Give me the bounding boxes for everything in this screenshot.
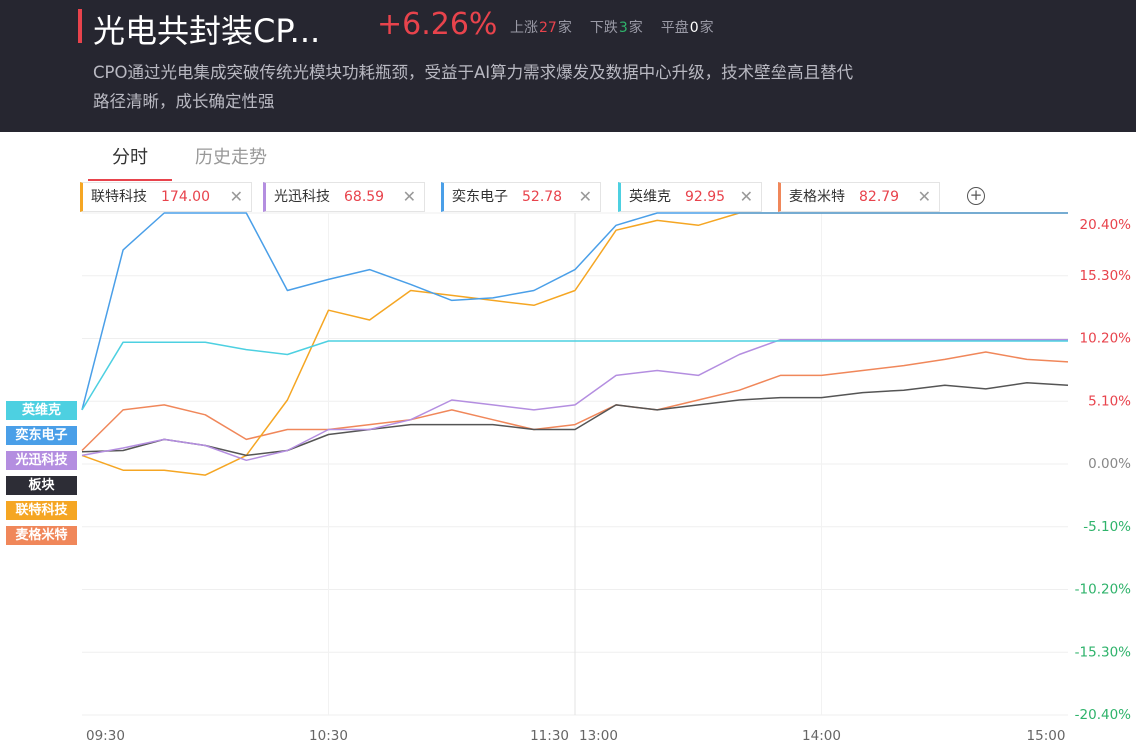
add-icon[interactable]: + [967,187,985,205]
stock-name: 麦格米特 [789,189,845,205]
stat-unit: 家 [557,20,572,36]
close-icon[interactable]: ✕ [229,187,243,206]
close-icon[interactable]: ✕ [578,187,592,206]
series-line [81,351,1069,452]
stock-chip[interactable]: 光迅科技 68.59 ✕ [263,182,425,212]
series-line [81,382,1069,457]
x-tick-label: 15:00 [1027,728,1066,744]
x-tick-label: 11:30 [530,728,569,744]
stock-name: 英维克 [629,189,671,205]
title: 光电共封装CP... [93,12,321,50]
legend-item: 光迅科技 [6,451,77,470]
stock-chip[interactable]: 麦格米特 82.79 ✕ [778,182,940,212]
x-tick-label: 13:00 [579,728,618,744]
x-tick-label: 10:30 [309,728,348,744]
tab[interactable]: 分时 [88,143,172,181]
stat-unit: 家 [699,20,714,36]
legend-item: 板块 [6,476,77,495]
y-tick-label: 15.30% [1080,268,1132,284]
change: +6.26% [377,7,498,42]
series-line [81,338,1068,462]
stat: 平盘0家 [661,20,714,36]
stock-name: 光迅科技 [274,189,330,205]
stock-price: 52.78 [522,189,563,205]
y-tick-label: 0.00% [1088,456,1131,472]
stock-price: 92.95 [685,189,726,205]
description: CPO通过光电集成突破传统光模块功耗瓶颈，受益于AI算力需求爆发及数据中心升级，… [93,63,854,111]
stat-count: 0 [689,20,699,36]
x-tick-label: 14:00 [802,728,841,744]
stock-name: 联特科技 [91,189,147,205]
stats: 上涨27家 下跌3家 平盘0家 [510,17,732,37]
legend-item: 麦格米特 [6,526,77,545]
stock-chip[interactable]: 英维克 92.95 ✕ [618,182,762,212]
x-tick-label: 09:30 [86,728,125,744]
tab[interactable]: 历史走势 [195,147,267,168]
legend-item: 奕东电子 [6,426,77,445]
y-tick-label: -20.40% [1075,707,1132,723]
legend-item: 英维克 [6,401,77,420]
y-tick-label: 5.10% [1088,393,1131,409]
close-icon[interactable]: ✕ [739,187,753,206]
stat: 下跌3家 [590,20,643,36]
series-line [81,340,1068,411]
close-icon[interactable]: ✕ [402,187,416,206]
series-line [81,212,1068,411]
stat-label: 下跌 [589,20,618,36]
y-tick-label: -15.30% [1075,644,1132,660]
accent-bar [78,9,82,43]
y-tick-label: 10.20% [1080,331,1132,347]
legend-item: 联特科技 [6,501,77,520]
stock-chip[interactable]: 奕东电子 52.78 ✕ [441,182,601,212]
header: 光电共封装CP... +6.26% 上涨27家 下跌3家 平盘0家 CPO通过光电集… [0,0,1136,132]
stat-count: 27 [539,20,557,36]
stat-count: 3 [618,20,628,36]
y-tick-label: -10.20% [1075,582,1132,598]
close-icon[interactable]: ✕ [917,187,931,206]
stat-unit: 家 [628,20,643,36]
stat-label: 平盘 [660,20,689,36]
stock-price: 174.00 [161,189,210,205]
stock-price: 68.59 [344,189,385,205]
stock-chip[interactable]: 联特科技 174.00 ✕ [80,182,252,212]
y-tick-label: -5.10% [1083,519,1131,535]
stock-price: 82.79 [859,189,900,205]
stock-name: 奕东电子 [452,189,508,205]
stat-label: 上涨 [510,20,538,36]
stat: 上涨27家 [510,20,572,36]
y-tick-label: 20.40% [1080,217,1132,233]
